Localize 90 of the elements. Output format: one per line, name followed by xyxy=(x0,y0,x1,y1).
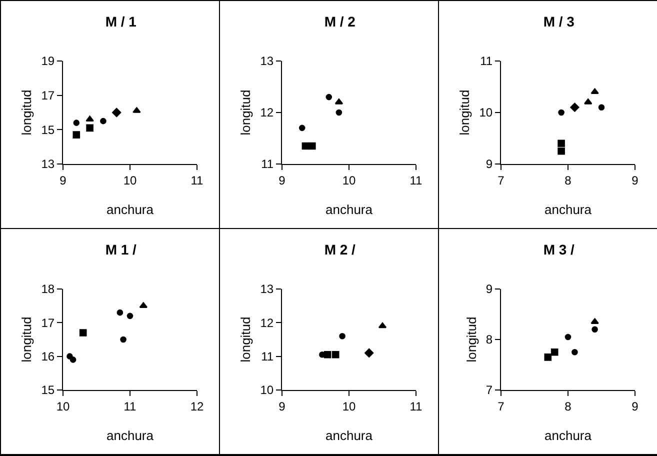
y-tick-label: 18 xyxy=(41,282,55,296)
point xyxy=(86,124,94,132)
x-axis-title: anchura xyxy=(544,202,592,217)
point xyxy=(73,120,80,126)
point xyxy=(308,142,316,150)
point xyxy=(70,356,76,363)
y-tick-label: 13 xyxy=(41,157,55,172)
chart-title: M / 2 xyxy=(324,14,356,30)
point xyxy=(558,147,565,155)
point xyxy=(336,109,342,116)
point xyxy=(564,334,572,340)
x-tick-label: 9 xyxy=(278,173,286,188)
point xyxy=(120,336,126,343)
y-tick-label: 7 xyxy=(486,383,493,398)
x-tick-label: 11 xyxy=(190,173,204,188)
y-axis-title: longitud xyxy=(464,316,479,362)
x-axis-title: anchura xyxy=(106,202,154,217)
y-tick-label: 9 xyxy=(486,282,493,296)
y-tick-label: 11 xyxy=(261,157,274,172)
x-axis-title: anchura xyxy=(326,202,374,217)
y-tick-label: 15 xyxy=(41,122,55,137)
y-axis-title: longitud xyxy=(19,316,34,362)
point xyxy=(572,348,578,356)
point xyxy=(364,348,374,358)
x-tick-label: 9 xyxy=(278,399,286,414)
x-tick-label: 10 xyxy=(342,173,356,188)
point xyxy=(326,94,332,100)
x-tick-label: 8 xyxy=(564,399,572,414)
y-tick-label: 11 xyxy=(480,54,493,68)
point xyxy=(116,309,124,316)
y-tick-label: 13 xyxy=(260,282,274,296)
x-tick-label: 9 xyxy=(60,173,67,188)
point xyxy=(132,107,141,113)
chart-title: M 3 / xyxy=(543,242,575,258)
x-tick-label: 9 xyxy=(632,399,639,414)
point xyxy=(339,332,346,340)
y-tick-label: 13 xyxy=(260,54,274,68)
point xyxy=(86,116,94,122)
point xyxy=(79,329,87,336)
point xyxy=(378,322,387,328)
y-axis-title: longitud xyxy=(457,90,472,136)
point xyxy=(298,124,306,132)
point xyxy=(570,102,580,112)
y-tick-label: 8 xyxy=(486,332,493,347)
point xyxy=(592,326,598,333)
point xyxy=(112,108,122,118)
y-tick-label: 19 xyxy=(41,54,55,68)
y-tick-label: 10 xyxy=(260,383,274,398)
point xyxy=(72,131,80,138)
point xyxy=(332,351,340,358)
y-tick-label: 17 xyxy=(41,316,55,330)
x-tick-label: 7 xyxy=(498,173,505,188)
chart-title: M / 3 xyxy=(543,14,575,30)
point xyxy=(544,354,552,361)
x-tick-label: 10 xyxy=(123,173,137,188)
x-tick-label: 11 xyxy=(124,399,137,414)
point xyxy=(590,318,599,324)
y-tick-label: 10 xyxy=(479,106,493,120)
chart-title: M / 1 xyxy=(105,14,137,30)
y-tick-label: 9 xyxy=(486,157,493,172)
y-tick-label: 12 xyxy=(260,106,274,120)
x-tick-label: 11 xyxy=(410,399,423,414)
point xyxy=(324,351,332,358)
x-tick-label: 8 xyxy=(564,173,572,188)
x-axis-title: anchura xyxy=(326,428,374,443)
x-tick-label: 11 xyxy=(410,173,423,188)
chart-title: M 2 / xyxy=(324,242,356,258)
x-tick-label: 10 xyxy=(342,399,356,414)
y-axis-title: longitud xyxy=(19,90,34,136)
y-tick-label: 17 xyxy=(41,88,55,103)
point xyxy=(590,88,599,94)
x-tick-label: 9 xyxy=(632,173,639,188)
point xyxy=(598,104,605,110)
y-tick-label: 12 xyxy=(260,316,274,330)
point xyxy=(550,348,558,356)
y-axis-title: longitud xyxy=(238,90,254,136)
x-axis-title: anchura xyxy=(106,428,154,443)
point xyxy=(558,109,564,116)
x-tick-label: 10 xyxy=(56,399,70,414)
chart-title: M 1 / xyxy=(105,242,137,258)
y-axis-title: longitud xyxy=(238,316,254,362)
y-tick-label: 15 xyxy=(41,383,55,398)
x-tick-label: 12 xyxy=(190,399,204,414)
point xyxy=(100,118,106,124)
point xyxy=(126,312,134,320)
y-tick-label: 11 xyxy=(261,350,274,364)
y-tick-label: 16 xyxy=(41,350,55,364)
point xyxy=(558,140,565,148)
x-axis-title: anchura xyxy=(544,428,592,443)
x-tick-label: 7 xyxy=(498,399,505,414)
